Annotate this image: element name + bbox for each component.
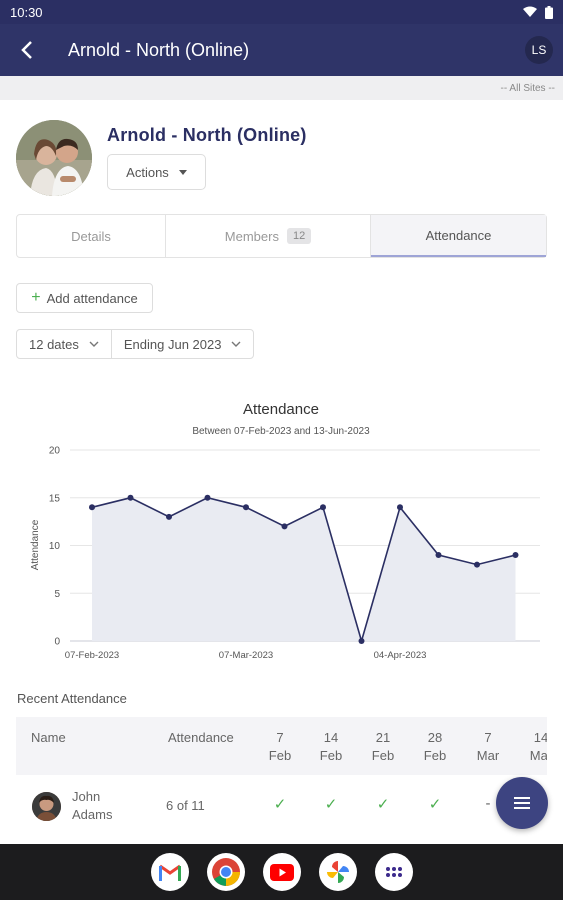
chevron-down-icon [89, 341, 99, 347]
photos-icon[interactable] [318, 853, 357, 891]
back-button[interactable] [0, 24, 54, 76]
present-check-icon[interactable]: ✓ [273, 796, 287, 813]
y-tick-label: 5 [54, 589, 60, 600]
caret-down-icon [178, 169, 187, 175]
attendance-table: Name Attendance 7 Feb 14 Feb 21 Feb 28 F… [16, 717, 547, 844]
youtube-icon[interactable] [262, 853, 301, 891]
menu-icon [514, 797, 530, 809]
data-point [281, 523, 288, 530]
data-point [358, 638, 365, 644]
app-bar: Arnold - North (Online) LS [0, 24, 563, 76]
data-point [89, 504, 95, 511]
y-tick-label: 15 [49, 493, 61, 504]
status-bar: 10:30 [0, 0, 563, 24]
chevron-down-icon [231, 341, 241, 347]
add-attendance-label: Add attendance [46, 290, 138, 306]
column-header-date: 7 Mar [476, 730, 500, 763]
tab-label: Details [71, 228, 111, 244]
tab-label: Attendance [425, 227, 492, 243]
data-point [397, 504, 403, 511]
x-tick-label: 07-Mar-2023 [219, 650, 273, 661]
tab-label: Members [224, 228, 279, 244]
present-check-icon[interactable]: ✓ [428, 796, 442, 813]
date-filters: 12 dates Ending Jun 2023 [16, 329, 255, 359]
present-check-icon[interactable]: ✓ [376, 796, 390, 813]
back-arrow-icon [21, 41, 32, 59]
person-attendance-count: 6 of 11 [166, 798, 205, 813]
ending-month-value: Ending Jun 2023 [123, 336, 222, 352]
person-name[interactable]: John Adams [72, 789, 113, 822]
members-count-badge: 12 [286, 228, 312, 244]
tab-members[interactable]: Members 12 [166, 215, 371, 257]
column-header-name[interactable]: Name [31, 730, 66, 745]
tab-details[interactable]: Details [17, 215, 166, 257]
gmail-icon[interactable] [150, 853, 189, 891]
table-header: Name Attendance 7 Feb 14 Feb 21 Feb 28 F… [16, 717, 547, 775]
user-avatar[interactable]: LS [525, 36, 553, 64]
app-dock [0, 844, 563, 900]
present-check-icon[interactable]: ✓ [324, 796, 338, 813]
group-photo [16, 120, 92, 196]
series-area [92, 497, 516, 641]
data-point [166, 513, 172, 520]
data-point [127, 494, 134, 501]
dates-count-dropdown[interactable]: 12 dates [17, 330, 111, 358]
add-attendance-button[interactable]: + Add attendance [16, 283, 153, 313]
column-header-date: 7 Feb [268, 730, 292, 763]
wifi-icon [523, 6, 537, 17]
person-avatar [32, 792, 61, 821]
data-point [320, 504, 326, 511]
group-name: Arnold - North (Online) [107, 125, 307, 145]
sites-filter[interactable]: -- All Sites -- [0, 76, 563, 100]
actions-dropdown[interactable]: Actions [107, 154, 206, 190]
data-point [435, 552, 442, 559]
data-point [512, 552, 519, 559]
recent-attendance-title: Recent Attendance [17, 691, 127, 706]
x-tick-label: 07-Feb-2023 [65, 650, 119, 661]
column-header-date: 14 Mar [529, 730, 547, 763]
attendance-chart: Attendance Between 07-Feb-2023 and 13-Ju… [30, 401, 540, 661]
column-header-date: 14 Feb [319, 730, 343, 763]
data-point [474, 561, 480, 568]
status-time: 10:30 [10, 4, 43, 20]
chart-subtitle: Between 07-Feb-2023 and 13-Jun-2023 [192, 426, 370, 437]
column-header-date: 28 Feb [423, 730, 447, 763]
y-tick-label: 10 [49, 541, 61, 552]
chart-title: Attendance [243, 401, 319, 418]
menu-fab-button[interactable] [496, 777, 548, 829]
y-tick-label: 20 [49, 446, 61, 457]
column-header-date: 21 Feb [371, 730, 395, 763]
ending-month-dropdown[interactable]: Ending Jun 2023 [110, 330, 254, 358]
group-tabs: Details Members 12 Attendance [16, 214, 547, 258]
dates-count-value: 12 dates [29, 336, 79, 352]
table-row[interactable]: John Adams 6 of 11 ✓ ✓ ✓ ✓ - [16, 775, 547, 844]
data-point [204, 494, 211, 501]
series-line [91, 496, 516, 644]
plus-icon: + [31, 289, 41, 306]
chrome-icon[interactable] [206, 853, 245, 891]
actions-label: Actions [126, 164, 169, 180]
tab-attendance[interactable]: Attendance [371, 215, 546, 257]
battery-icon [545, 5, 553, 19]
y-tick-label: 0 [54, 637, 60, 648]
x-tick-label: 04-Apr-2023 [374, 650, 427, 661]
app-title: Arnold - North (Online) [68, 39, 250, 60]
data-point [243, 504, 249, 511]
column-header-attendance[interactable]: Attendance [168, 730, 234, 745]
y-axis-label: Attendance [30, 519, 41, 570]
app-drawer-icon[interactable] [374, 853, 413, 891]
partial-mark[interactable]: - [485, 795, 491, 812]
